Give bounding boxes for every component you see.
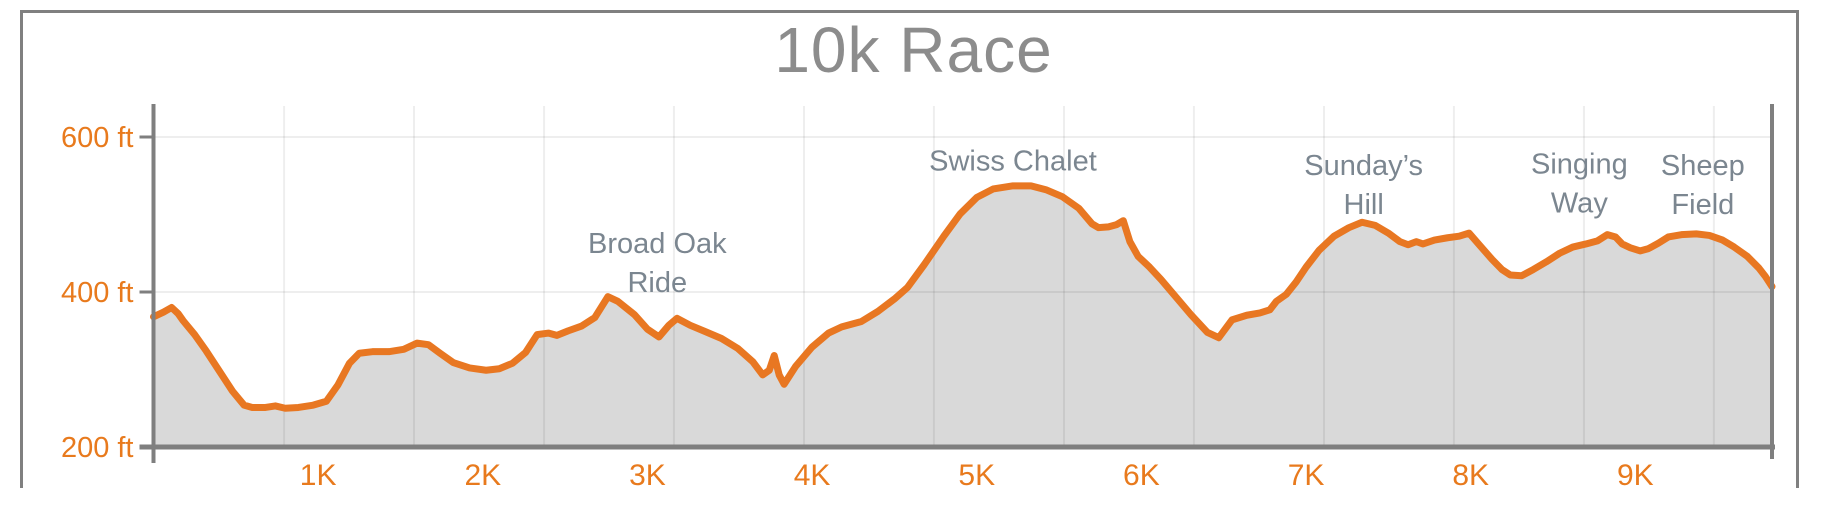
annotation-swiss-chalet: Swiss Chalet <box>929 145 1097 177</box>
x-tick-label: 8K <box>1452 459 1489 492</box>
x-tick-label: 3K <box>629 459 666 492</box>
annotation-sunday-s-hill: Sunday’s Hill <box>1304 150 1423 221</box>
y-tick-label: 600 ft <box>61 122 134 154</box>
x-tick-label: 6K <box>1123 459 1160 492</box>
annotation-broad-oak-ride: Broad Oak Ride <box>588 228 727 299</box>
x-tick-label: 5K <box>958 459 995 492</box>
y-tick-label: 200 ft <box>61 432 134 464</box>
elevation-area-fill <box>153 185 1772 447</box>
x-tick-label: 7K <box>1288 459 1325 492</box>
x-tick-label: 2K <box>464 459 501 492</box>
elevation-line <box>150 182 1776 412</box>
annotation-sheep-field: Sheep Field <box>1661 150 1745 221</box>
x-tick-label: 4K <box>794 459 831 492</box>
frame-border-left <box>20 10 23 488</box>
y-tick-label: 400 ft <box>61 277 134 309</box>
frame-border-top <box>20 10 1799 13</box>
chart-title: 10k Race <box>774 14 1053 86</box>
x-tick-label: 1K <box>300 459 337 492</box>
annotation-singing-way: Singing Way <box>1531 148 1628 219</box>
x-tick-label: 9K <box>1617 459 1654 492</box>
frame-border-right <box>1796 10 1799 488</box>
